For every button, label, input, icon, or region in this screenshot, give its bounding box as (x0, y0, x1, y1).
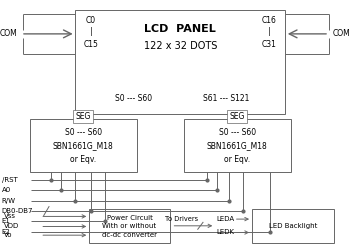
Text: A0: A0 (2, 187, 11, 193)
Text: E1: E1 (2, 218, 10, 224)
Text: R/W: R/W (2, 198, 16, 204)
Text: C31: C31 (262, 40, 277, 49)
Text: C0: C0 (86, 16, 96, 25)
Bar (75, 10, 285, 114)
Text: SEG: SEG (76, 112, 91, 121)
Text: To Drivers: To Drivers (166, 216, 198, 222)
Text: S0 --- S60: S0 --- S60 (218, 128, 256, 137)
Text: SBN1661G_M18: SBN1661G_M18 (207, 141, 267, 150)
Text: |: | (90, 27, 92, 36)
Text: COM: COM (0, 29, 18, 38)
Text: or Eqv.: or Eqv. (70, 155, 96, 163)
Bar (89, 209, 170, 243)
Text: C16: C16 (262, 16, 277, 25)
Text: S0 --- S60: S0 --- S60 (64, 128, 102, 137)
Text: LCD  PANEL: LCD PANEL (144, 24, 216, 34)
Text: DB0-DB7: DB0-DB7 (2, 208, 33, 214)
Text: LED Backlight: LED Backlight (269, 223, 317, 229)
Text: 122 x 32 DOTS: 122 x 32 DOTS (144, 41, 217, 51)
Text: With or without: With or without (103, 223, 156, 229)
Text: E2: E2 (2, 229, 10, 235)
Text: Vss: Vss (4, 214, 15, 219)
Text: COM: COM (332, 29, 350, 38)
Text: LEDA: LEDA (216, 216, 235, 222)
Text: /RST: /RST (2, 177, 18, 183)
Text: VDD: VDD (4, 223, 19, 229)
Text: SEG: SEG (230, 112, 245, 121)
Text: dc-dc converter: dc-dc converter (102, 232, 157, 238)
Text: C15: C15 (84, 40, 98, 49)
Bar (30, 119, 136, 172)
Text: or Eqv.: or Eqv. (224, 155, 250, 163)
Text: |: | (268, 27, 271, 36)
Text: S61 --- S121: S61 --- S121 (203, 94, 250, 103)
Bar (252, 209, 334, 243)
Bar (184, 119, 290, 172)
Text: S0 --- S60: S0 --- S60 (116, 94, 153, 103)
Text: Power Circuit: Power Circuit (106, 215, 153, 221)
Text: SBN1661G_M18: SBN1661G_M18 (53, 141, 113, 150)
Text: LEDK: LEDK (216, 229, 234, 236)
Text: Vo: Vo (4, 232, 12, 238)
